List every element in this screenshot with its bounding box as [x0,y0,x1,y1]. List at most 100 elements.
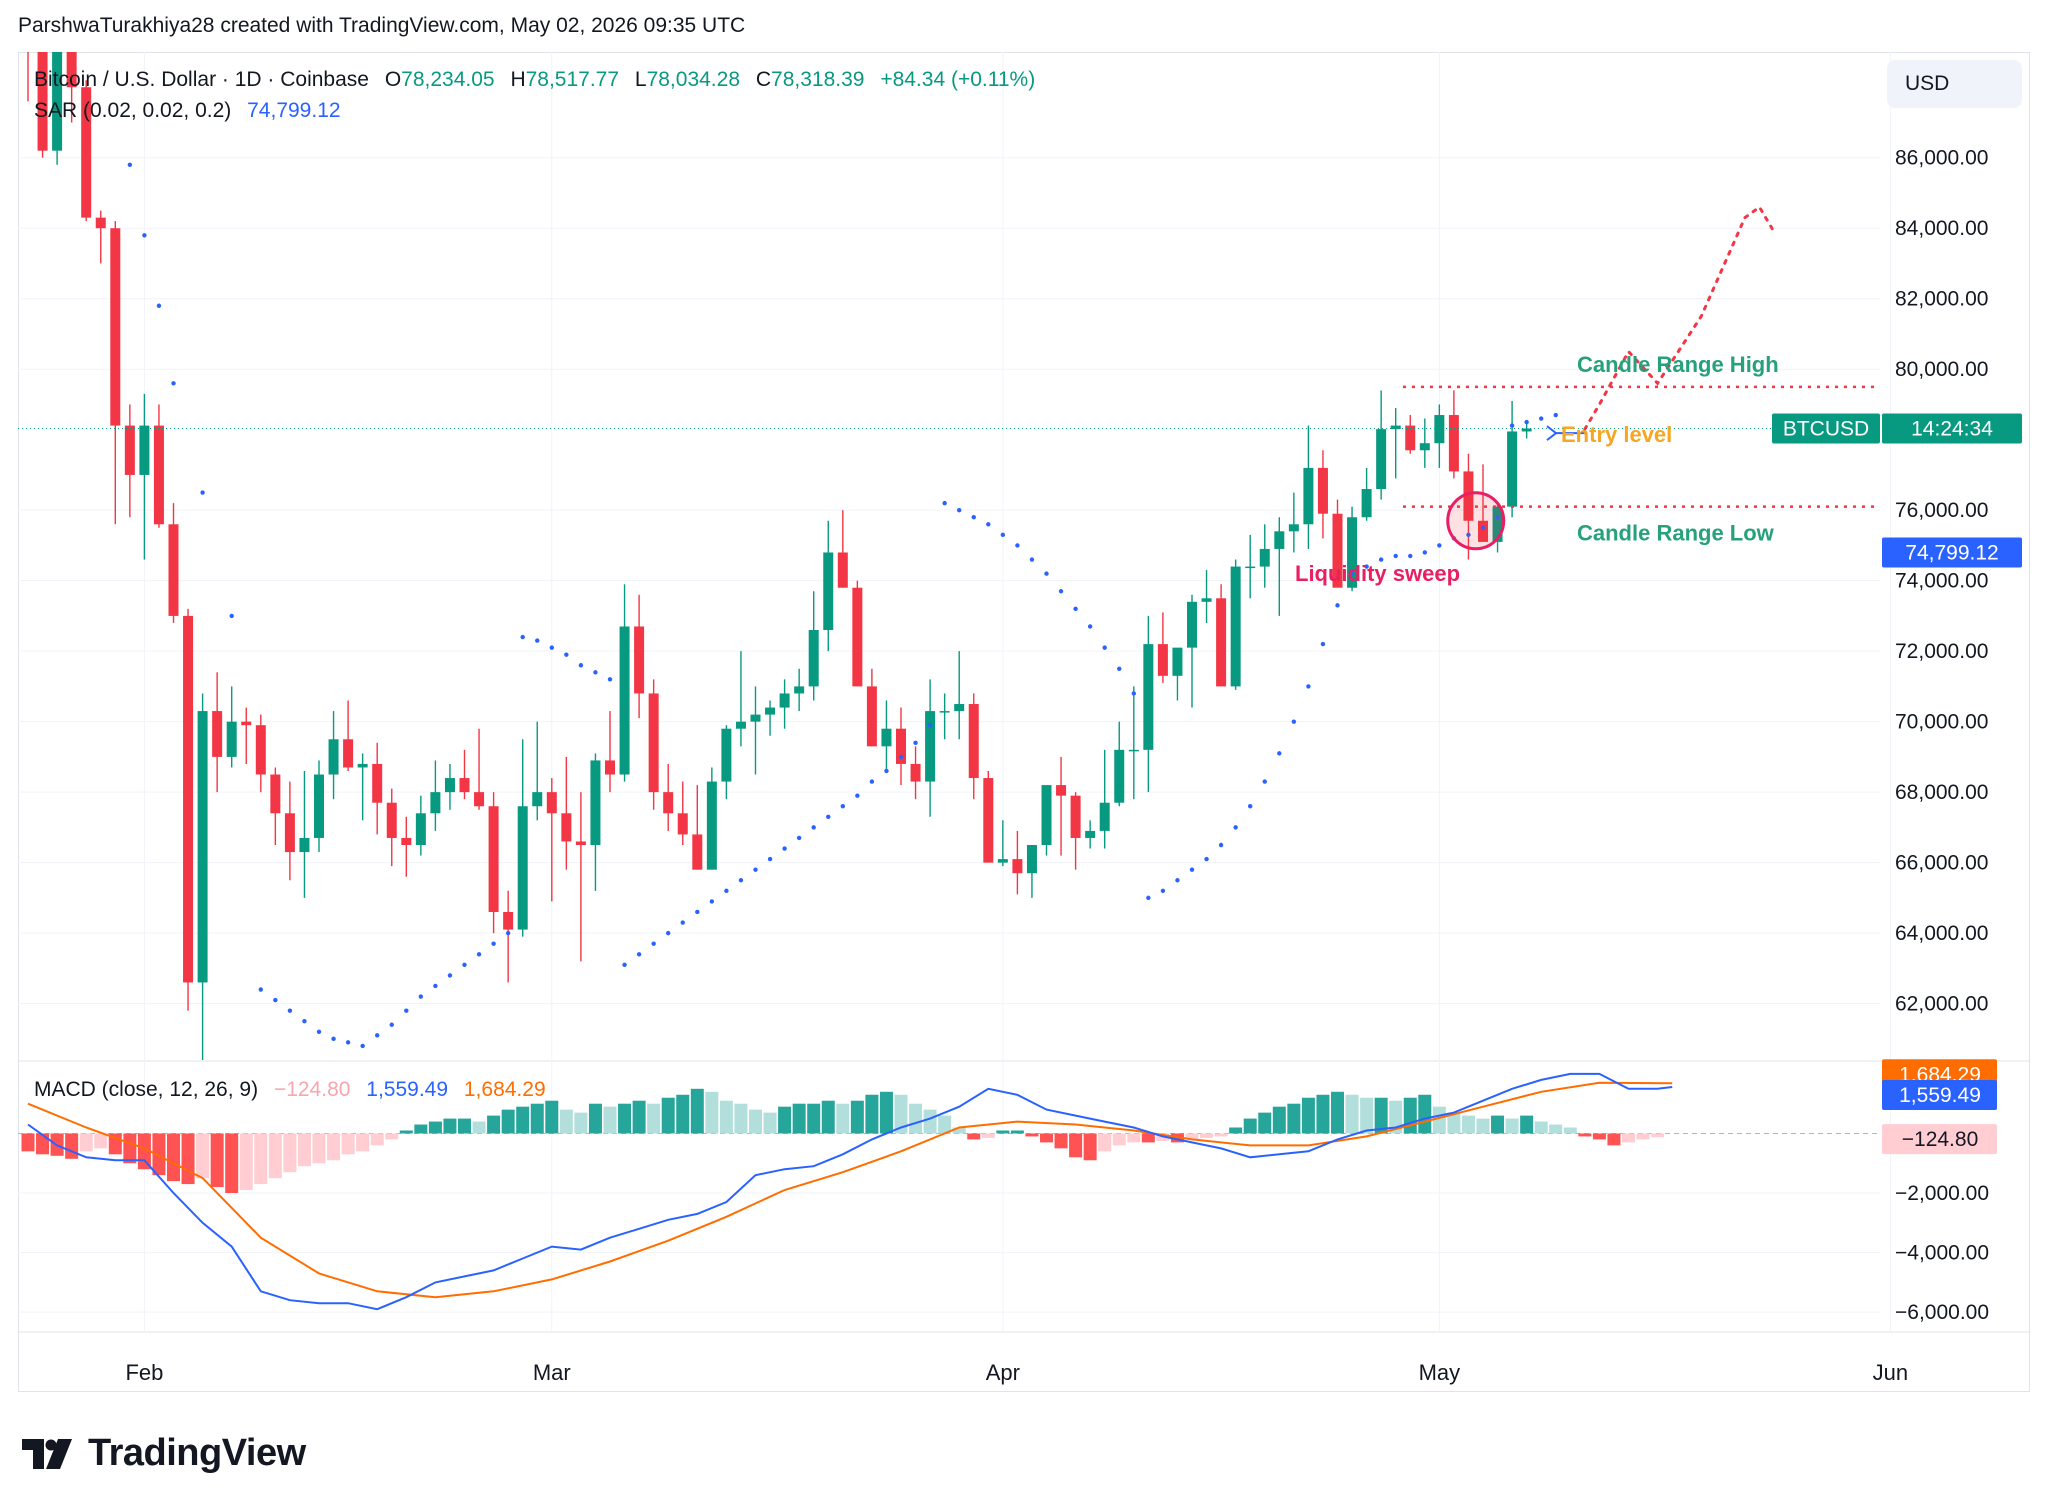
price-tick-label: 82,000.00 [1895,288,1988,311]
macd-histogram-bar [618,1103,632,1134]
candle-body-up [823,552,834,631]
open-label: O [384,68,402,91]
macd-histogram-bar [1243,1118,1257,1134]
sar-dot [287,1008,293,1013]
candle-body-down [837,552,848,588]
sar-dot [171,381,176,386]
macd-histogram-bar [1592,1133,1606,1140]
sar-tag-bg [1882,537,2022,568]
macd-histogram-bar [79,1133,93,1152]
symbol-title[interactable]: Bitcoin / U.S. Dollar · 1D · Coinbase [34,68,369,91]
candle-body-down [212,711,223,757]
sar-dot [462,962,467,968]
macd-histogram-bar [1476,1118,1490,1134]
macd-line-tag-bg [1882,1080,1997,1111]
macd-histogram-bar [530,1103,544,1134]
sar-dot [1029,557,1035,562]
macd-histogram-bar [1054,1133,1068,1149]
liquidity-sweep-label: Liquidity sweep [1295,561,1460,586]
macd-histogram-bar [487,1115,501,1134]
sar-value: 74,799.12 [247,99,341,122]
macd-histogram-bar [1331,1091,1344,1134]
sar-dot [229,613,234,619]
macd-label[interactable]: MACD (close, 12, 26, 9) [34,1078,259,1101]
candle-body-down [1463,471,1474,521]
sar-dot [273,997,278,1003]
change-value: +84.34 (+0.11%) [880,68,1036,91]
candle-range-low-label: Candle Range Low [1577,521,1775,546]
macd-histogram-bar [239,1133,253,1191]
high-label: H [510,68,526,91]
sar-dot [447,973,453,978]
macd-histogram-bar [1083,1133,1097,1161]
candle-body-down [1317,467,1328,514]
sar-dot [1306,684,1311,689]
macd-histogram-bar [1316,1094,1330,1134]
sar-dot [971,515,976,520]
time-tick-label: Feb [125,1360,163,1385]
candle-body-up [1303,467,1314,525]
candle-body-up [1041,785,1052,846]
macd-histogram-bar [152,1133,166,1176]
candle-body-up [721,728,732,782]
macd-histogram-bar [356,1133,370,1152]
candle-body-down [124,425,135,475]
tradingview-logo[interactable]: TradingView [22,1432,306,1475]
candle-body-up [939,711,950,713]
macd-histogram-bar [749,1109,762,1134]
candle-body-down [561,813,572,842]
candle-body-up [1434,415,1445,444]
macd-histogram-bar [472,1121,486,1134]
close-value: 78,318.39 [771,68,865,91]
macd-histogram-bar [225,1133,239,1194]
sar-dot [666,930,671,936]
candle-body-down [168,524,179,616]
candle-body-down [401,837,412,846]
sar-dot [782,846,787,851]
sar-dot [767,856,773,862]
macd-hist-value: −124.80 [273,1078,351,1101]
sar-dot [724,888,729,894]
macd-histogram-bar [21,1133,35,1152]
sar-dot [476,952,482,957]
sar-dot [142,233,147,238]
macd-histogram-bar [268,1133,282,1179]
macd-histogram-bar [36,1133,50,1155]
sar-dot [1553,412,1558,418]
candle-body-down [910,763,921,782]
candle-body-up [52,52,63,151]
macd-histogram-bar [312,1133,326,1164]
sar-dot [520,634,525,640]
sar-label[interactable]: SAR (0.02, 0.02, 0.2) [34,99,232,122]
candle-body-down [692,834,703,870]
high-value: 78,517.77 [525,68,620,91]
macd-histogram-bar [516,1106,530,1134]
sar-dot [1378,557,1384,562]
symbol-legend[interactable]: Bitcoin / U.S. Dollar · 1D · Coinbase O 7… [34,68,1045,92]
sar-dot [1539,416,1544,421]
candle-body-up [299,837,310,853]
sar-legend[interactable]: SAR (0.02, 0.02, 0.2) 74,799.12 [34,99,351,123]
candle-body-down [37,52,48,151]
macd-histogram-bar [181,1133,195,1185]
candle-body-up [954,704,965,712]
macd-histogram-bar [1491,1115,1505,1134]
tradingview-logo-icon [22,1438,72,1469]
macd-histogram-bar [254,1133,268,1185]
candle-body-down [546,792,557,814]
macd-histogram-bar [1272,1106,1286,1134]
macd-histogram-bar [792,1103,806,1134]
sar-dot [927,722,933,728]
macd-legend[interactable]: MACD (close, 12, 26, 9) −124.80 1,559.49… [34,1078,556,1102]
candle-body-down [241,721,252,726]
sar-dot [1291,719,1297,724]
candle-body-up [328,739,339,775]
candle-body-up [1347,517,1358,588]
macd-tick-label: −2,000.00 [1895,1182,1989,1205]
candle-body-up [1114,749,1125,803]
sar-dot [1073,606,1078,612]
macd-histogram-bar [647,1103,661,1134]
entry-level-label: Entry level [1561,422,1672,447]
currency-button[interactable]: USD [1887,60,2022,108]
